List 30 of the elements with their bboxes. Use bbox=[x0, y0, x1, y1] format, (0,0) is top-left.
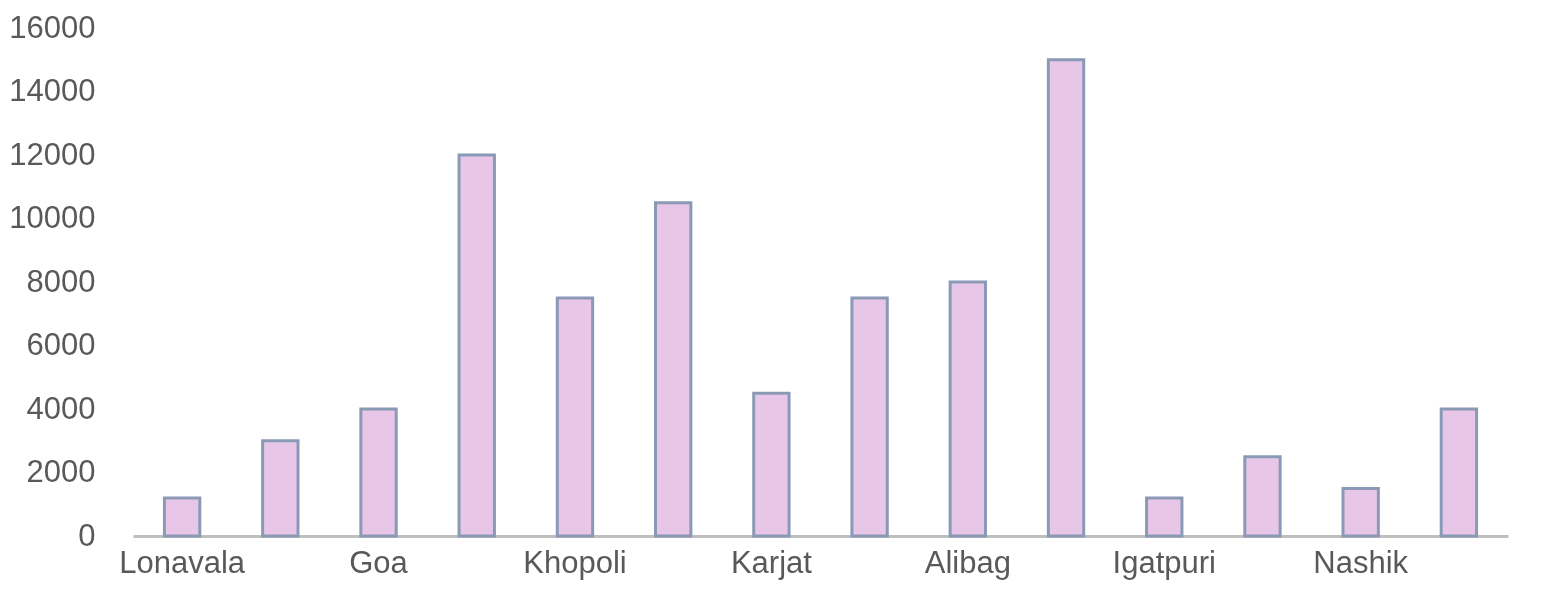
bar bbox=[948, 280, 987, 538]
bar bbox=[654, 201, 693, 538]
bar bbox=[1439, 407, 1479, 538]
y-tick-label: 4000 bbox=[26, 390, 96, 426]
y-tick-label: 14000 bbox=[9, 73, 96, 108]
bar bbox=[850, 296, 889, 538]
x-tick-label: Khopoli bbox=[523, 544, 627, 580]
x-tick-label: Igatpuri bbox=[1112, 544, 1216, 580]
x-tick-label: Lonavala bbox=[119, 544, 246, 580]
x-tick-label: Alibag bbox=[924, 544, 1011, 580]
x-tick-label: Nashik bbox=[1313, 544, 1409, 580]
y-tick-label: 2000 bbox=[26, 454, 96, 489]
bar bbox=[1145, 496, 1184, 538]
y-tick-label: 10000 bbox=[9, 200, 96, 235]
y-tick-label: 6000 bbox=[26, 327, 96, 362]
bar bbox=[261, 439, 300, 538]
y-tick-label: 16000 bbox=[9, 9, 96, 45]
bar bbox=[162, 496, 202, 538]
x-tick-label: Karjat bbox=[730, 544, 813, 580]
y-tick-label: 12000 bbox=[9, 136, 96, 172]
bar bbox=[457, 153, 496, 538]
bar bbox=[555, 296, 595, 538]
y-tick-label: 8000 bbox=[26, 263, 96, 299]
bar bbox=[1243, 455, 1282, 538]
bar bbox=[1046, 58, 1086, 538]
y-tick-label: 0 bbox=[78, 517, 96, 553]
bar bbox=[359, 407, 398, 538]
bar bbox=[1341, 486, 1380, 538]
bar bbox=[752, 391, 791, 538]
x-tick-label: Goa bbox=[349, 544, 409, 580]
